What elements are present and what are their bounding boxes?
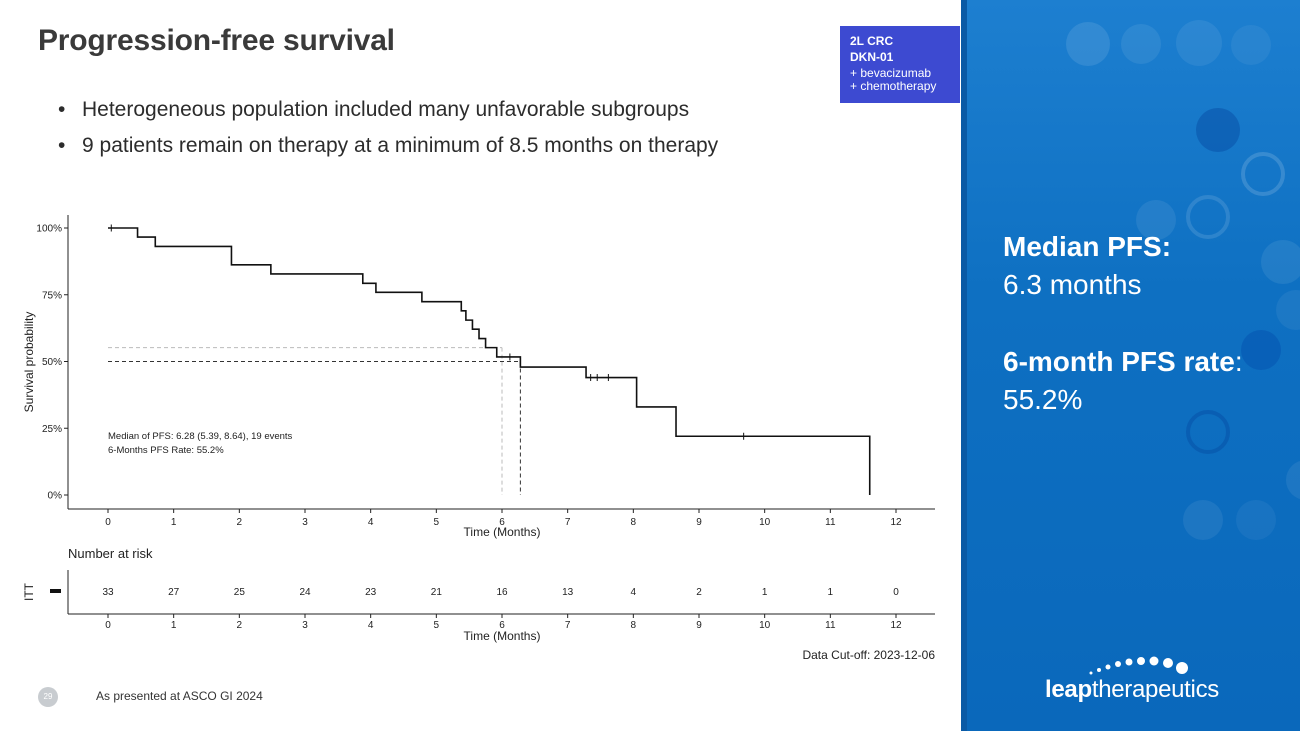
risk-count: 4 [631, 587, 637, 598]
decor-bubble [1261, 240, 1300, 284]
sidebar-panel [961, 0, 1300, 731]
risk-x-tick-label: 2 [237, 620, 243, 631]
decor-bubble [1276, 290, 1300, 330]
decor-bubble [1196, 108, 1240, 152]
study-tag: 2L CRC DKN-01 + bevacizumab + chemothera… [840, 26, 960, 103]
y-tick-label: 100% [36, 224, 62, 235]
risk-x-tick-label: 5 [434, 620, 440, 631]
x-tick-label: 2 [237, 517, 243, 528]
decor-bubble [1241, 330, 1281, 370]
y-tick-label: 0% [48, 491, 63, 502]
risk-count: 25 [234, 587, 246, 598]
x-tick-label: 0 [105, 517, 111, 528]
tag-indication: 2L CRC [850, 34, 894, 48]
risk-x-tick-label: 4 [368, 620, 374, 631]
risk-x-tick-label: 0 [105, 620, 111, 631]
y-axis-title: Survival probability [22, 312, 36, 413]
x-tick-label: 12 [890, 517, 902, 528]
risk-count: 13 [562, 587, 574, 598]
risk-x-tick-label: 11 [825, 620, 836, 631]
risk-count: 1 [762, 587, 768, 598]
chart-annotation: Median of PFS: 6.28 (5.39, 8.64), 19 eve… [108, 431, 293, 442]
risk-count: 27 [168, 587, 180, 598]
risk-group-legend-key [50, 589, 61, 593]
x-tick-label: 8 [631, 517, 637, 528]
bullet-item: 9 patients remain on therapy at a minimu… [58, 134, 718, 158]
footer-source: As presented at ASCO GI 2024 [96, 689, 263, 703]
logo-dots-icon [1089, 656, 1188, 675]
risk-count: 21 [431, 587, 443, 598]
page-number: 29 [38, 687, 58, 707]
x-tick-label: 1 [171, 517, 177, 528]
y-tick-label: 75% [42, 290, 62, 301]
median-pfs-value: 6.3 months [1003, 269, 1142, 300]
six-month-rate-label: 6-month PFS rate [1003, 346, 1235, 377]
risk-count: 23 [365, 587, 377, 598]
risk-x-tick-label: 6 [499, 620, 505, 631]
logo-bold: leap [1045, 676, 1092, 703]
risk-group-label: ITT [22, 582, 36, 601]
risk-x-tick-label: 9 [696, 620, 702, 631]
risk-table-title: Number at risk [68, 546, 153, 561]
risk-count: 24 [299, 587, 311, 598]
chart-annotation: 6-Months PFS Rate: 55.2% [108, 445, 224, 456]
decor-bubble [1186, 195, 1230, 239]
bullet-item: Heterogeneous population included many u… [58, 98, 718, 122]
km-chart: 0% 25% 50% 75% 100% 0 1 2 3 4 5 6 7 8 9 10 11 12 Time (Mon… [20, 200, 940, 670]
risk-x-tick-label: 7 [565, 620, 571, 631]
decor-bubble [1241, 152, 1285, 196]
x-tick-label: 3 [302, 517, 308, 528]
y-tick-label: 50% [42, 357, 62, 368]
x-axis-title: Time (Months) [464, 525, 541, 539]
tag-drug: DKN-01 [850, 50, 894, 64]
x-tick-label: 10 [759, 517, 771, 528]
km-step-line [108, 227, 871, 495]
decor-bubble [1236, 500, 1276, 540]
six-month-rate-value: 55.2% [1003, 384, 1083, 415]
decor-bubble [1286, 460, 1300, 500]
risk-count: 33 [102, 587, 114, 598]
risk-count: 1 [828, 587, 834, 598]
y-tick-label: 25% [42, 424, 62, 435]
risk-x-tick-label: 3 [302, 620, 308, 631]
six-month-rate-colon: : [1234, 346, 1243, 377]
median-pfs-label: Median PFS: [1003, 231, 1172, 262]
x-tick-label: 7 [565, 517, 571, 528]
six-month-rate: 6-month PFS rate: 55.2% [1003, 343, 1243, 419]
risk-x-tick-label: 12 [890, 620, 902, 631]
decor-bubble [1176, 20, 1222, 66]
decor-bubble [1136, 200, 1176, 240]
median-pfs: Median PFS: 6.3 months [1003, 228, 1171, 304]
risk-count: 0 [893, 587, 899, 598]
x-tick-label: 9 [696, 517, 702, 528]
risk-count: 2 [696, 587, 702, 598]
decor-bubble [1066, 22, 1110, 66]
x-tick-label: 11 [825, 517, 836, 528]
x-tick-label: 4 [368, 517, 374, 528]
leap-logo: leaptherapeutics [1045, 676, 1219, 704]
decor-bubble [1186, 410, 1230, 454]
data-cutoff: Data Cut-off: 2023-12-06 [802, 648, 935, 662]
risk-count: 16 [496, 587, 508, 598]
risk-x-tick-label: 10 [759, 620, 771, 631]
decor-bubble [1121, 24, 1161, 64]
tag-combo-1: + bevacizumab [850, 66, 932, 80]
decor-bubble [1183, 500, 1223, 540]
x-tick-label: 5 [434, 517, 440, 528]
logo-rest: therapeutics [1091, 676, 1219, 703]
risk-x-axis-title: Time (Months) [464, 629, 541, 643]
x-tick-label: 6 [499, 517, 505, 528]
decor-bubble [1231, 25, 1271, 65]
risk-x-tick-label: 1 [171, 620, 177, 631]
bullet-list: Heterogeneous population included many u… [58, 98, 718, 170]
tag-combo-2: + chemotherapy [850, 79, 937, 93]
slide-title: Progression-free survival [38, 24, 395, 57]
risk-x-tick-label: 8 [631, 620, 637, 631]
